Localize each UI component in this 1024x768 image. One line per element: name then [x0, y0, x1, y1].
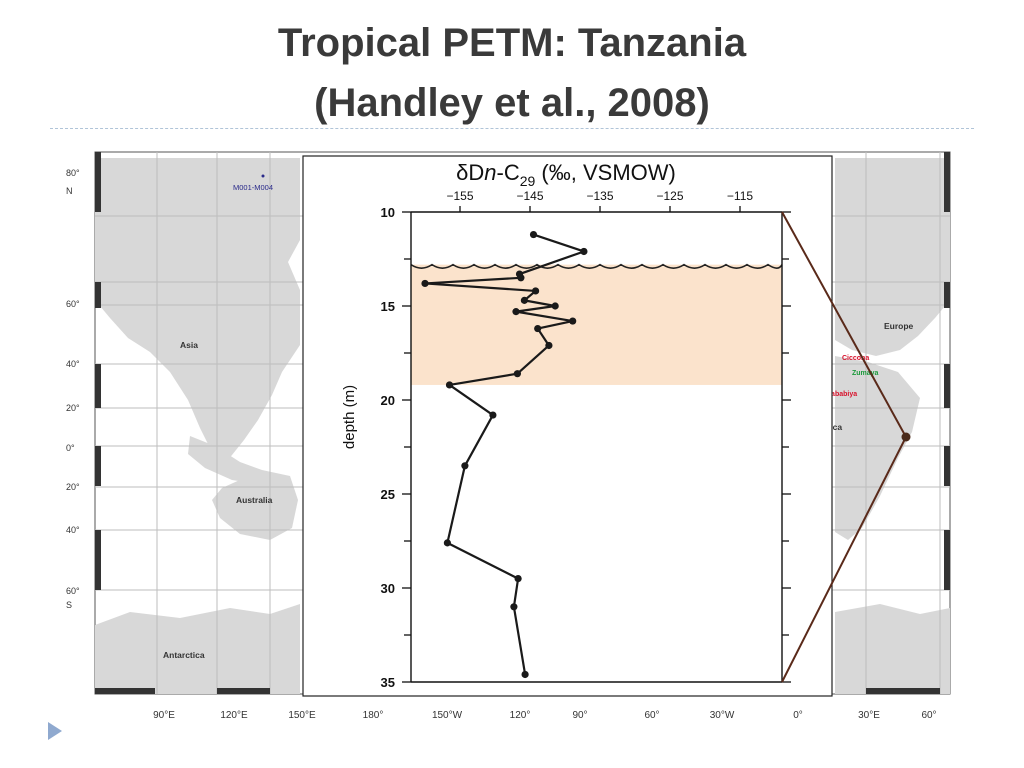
lat-label: 60°	[66, 299, 80, 309]
lat-label: 20°	[66, 403, 80, 413]
unconformity-line	[410, 263, 783, 269]
site-label: Dababiya	[826, 391, 857, 398]
lon-label: 120°	[510, 710, 531, 721]
lon-label: 90°	[572, 710, 587, 721]
lon-label: 30°W	[710, 710, 735, 721]
region-label: Antarctica	[163, 650, 205, 660]
lon-label: 0°	[793, 710, 803, 721]
y-ticks: 10 15 20 25 30 35	[381, 205, 791, 690]
x-tick-label: −155	[446, 189, 473, 203]
data-point	[521, 670, 529, 679]
site-label: Ciccona	[842, 355, 869, 362]
x-tick-label: −145	[516, 189, 543, 203]
data-point	[517, 274, 525, 282]
data-point	[489, 411, 497, 419]
y-tick-label: 25	[381, 487, 395, 502]
data-point	[513, 370, 522, 378]
land-europe	[835, 158, 950, 356]
lat-label: 40°	[66, 359, 80, 369]
land-antarctica-left	[95, 604, 300, 694]
y-tick-label: 10	[381, 205, 395, 220]
series-marks	[421, 230, 588, 679]
data-point	[529, 230, 538, 239]
site-labels: Ciccona Zumaya Dababiya	[826, 355, 879, 398]
lat-label: N	[66, 186, 73, 196]
lat-label: 0°	[66, 443, 75, 453]
data-point	[545, 341, 553, 350]
shaded-interval	[411, 264, 782, 385]
data-point	[512, 308, 520, 316]
lat-labels: 80° N 60° 40° 20° 0° 20° 40° 60° S	[66, 168, 80, 610]
lat-label: 80°	[66, 168, 80, 178]
plot-panel	[302, 155, 833, 697]
y-tick-label: 30	[381, 581, 395, 596]
lon-label: 60°	[644, 710, 659, 721]
title-divider	[50, 128, 974, 129]
slide-title-line2: (Handley et al., 2008)	[314, 81, 710, 125]
land-africa	[835, 356, 920, 540]
lat-label: 60°	[66, 586, 80, 596]
data-point	[461, 462, 469, 470]
data-point	[520, 296, 529, 304]
y-axis-label: depth (m)	[341, 385, 358, 449]
lon-label: 90°E	[153, 710, 175, 721]
data-point	[510, 603, 518, 611]
y-tick-label: 20	[381, 393, 395, 408]
lat-label: 40°	[66, 525, 80, 535]
data-point	[534, 324, 542, 333]
x-tick-label: −125	[656, 189, 683, 203]
site-label: Zumaya	[852, 370, 879, 377]
lon-label: 150°W	[432, 710, 463, 721]
data-point	[445, 381, 454, 389]
x-ticks: −155 −145 −135 −125 −115	[446, 189, 753, 212]
land-antarctica-right	[835, 604, 950, 694]
y-tick-label: 15	[381, 299, 395, 314]
lon-labels: 90°E 120°E 150°E 180° 150°W 120° 90° 60° 30°W 0° 3…	[153, 710, 936, 721]
data-point	[569, 317, 577, 325]
data-point	[514, 575, 522, 583]
land-asia	[95, 158, 300, 460]
y-tick-label: 35	[381, 675, 395, 690]
region-label: Europe	[884, 321, 914, 331]
legend-marker	[261, 174, 265, 178]
slide-title-line1: Tropical PETM: Tanzania	[277, 21, 747, 65]
land-islands	[188, 436, 262, 484]
lon-label: 30°E	[858, 710, 880, 721]
lon-label: 180°	[363, 710, 384, 721]
lon-label: 120°E	[220, 710, 248, 721]
lon-label: 60°	[921, 710, 936, 721]
chart-title: δDn-C29 (‰, VSMOW)	[456, 160, 676, 189]
data-point	[532, 287, 540, 295]
x-tick-label: −135	[586, 189, 613, 203]
data-point	[551, 302, 559, 310]
x-tick-label: −115	[727, 189, 753, 203]
slide-bullet-icon	[48, 722, 62, 740]
chart-area: −155 −145 −135 −125 −115 10 15 20 25 30 35 δDn-C2…	[341, 160, 791, 690]
region-label: Asia	[180, 340, 198, 350]
legend-label: M001-M004	[233, 183, 273, 192]
lat-label: 20°	[66, 482, 80, 492]
data-point	[580, 247, 588, 256]
region-label: Australia	[236, 495, 273, 505]
map-border-ticks	[95, 152, 950, 694]
tanzania-site-marker	[901, 432, 911, 442]
lat-label: S	[66, 600, 72, 610]
data-point	[443, 539, 451, 547]
series-line	[423, 233, 586, 675]
lon-label: 150°E	[288, 710, 316, 721]
data-point	[421, 279, 429, 288]
